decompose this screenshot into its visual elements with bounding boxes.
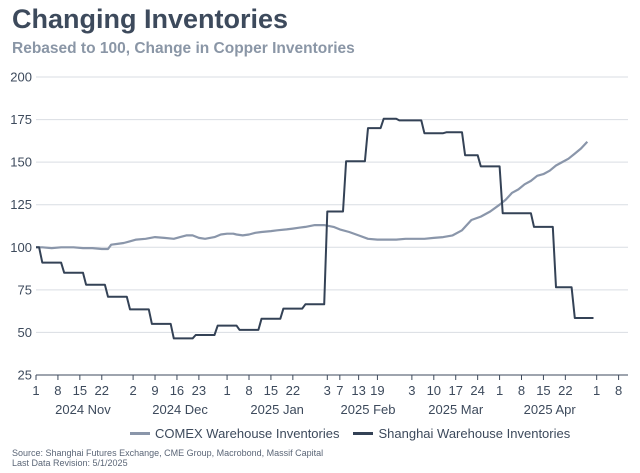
y-tick-label: 50 — [18, 325, 32, 340]
y-tick-label: 175 — [10, 112, 32, 127]
source-text: Source: Shanghai Futures Exchange, CME G… — [12, 448, 324, 458]
y-axis-ticks: 25 50 75 100 125 150 175 200 — [10, 70, 32, 383]
x-tick-label: 3 — [324, 383, 331, 398]
x-tick-label: 1 — [223, 383, 230, 398]
legend-swatch-shanghai — [353, 432, 374, 435]
revision-text: Last Data Revision: 5/1/2025 — [12, 458, 128, 468]
x-axis-months: 2024 Nov 2024 Dec 2025 Jan 2025 Feb 2025 Mar… — [55, 402, 576, 417]
x-tick-label: 13 — [351, 383, 365, 398]
legend-label-comex: COMEX Warehouse Inventories — [155, 426, 340, 441]
source-note: Source: Shanghai Futures Exchange, CME G… — [12, 448, 323, 468]
chart-title: Changing Inventories — [12, 4, 289, 34]
x-month-label: 2025 Apr — [524, 402, 577, 417]
y-tick-label: 200 — [10, 70, 32, 85]
x-tick-label: 3 — [408, 383, 415, 398]
series-lines — [36, 117, 594, 340]
x-tick-label: 17 — [448, 383, 462, 398]
shanghai-series-line — [36, 117, 594, 340]
x-tick-label: 22 — [558, 383, 572, 398]
x-tick-label: 2 — [129, 383, 136, 398]
x-tick-label: 15 — [536, 383, 550, 398]
x-month-label: 2025 Feb — [341, 402, 396, 417]
comex-series-line — [36, 140, 589, 251]
x-tick-label: 15 — [264, 383, 278, 398]
chart-subtitle: Rebased to 100, Change in Copper Invento… — [12, 40, 355, 57]
x-tick-label: 22 — [95, 383, 109, 398]
y-tick-label: 125 — [10, 197, 32, 212]
x-tick-label: 8 — [615, 383, 622, 398]
y-tick-label: 25 — [18, 368, 32, 383]
legend: COMEX Warehouse Inventories Shanghai War… — [130, 426, 584, 441]
x-month-label: 2025 Mar — [428, 402, 484, 417]
x-tick-label: 22 — [286, 383, 300, 398]
x-tick-label: 23 — [192, 383, 206, 398]
x-tick-label: 19 — [370, 383, 384, 398]
x-tick-label: 1 — [32, 383, 39, 398]
y-tick-label: 75 — [18, 282, 32, 297]
x-tick-label: 9 — [151, 383, 158, 398]
x-tick-label: 10 — [427, 383, 441, 398]
x-tick-label: 7 — [336, 383, 343, 398]
y-tick-label: 100 — [10, 240, 32, 255]
x-tick-label: 8 — [54, 383, 61, 398]
x-tick-label: 1 — [593, 383, 600, 398]
y-tick-label: 150 — [10, 155, 32, 170]
x-month-label: 2024 Dec — [152, 402, 208, 417]
legend-item-shanghai: Shanghai Warehouse Inventories — [353, 426, 570, 441]
x-month-label: 2025 Jan — [250, 402, 304, 417]
legend-swatch-comex — [130, 432, 150, 435]
x-tick-label: 16 — [170, 383, 184, 398]
x-tick-label: 8 — [518, 383, 525, 398]
x-tick-label: 15 — [73, 383, 87, 398]
x-axis-ticks: 1 8 15 22 2 9 16 23 1 8 15 22 3 7 13 19 3 10 17 24 1 8 15 22 1 8 — [32, 375, 622, 398]
x-tick-label: 1 — [496, 383, 503, 398]
legend-label-shanghai: Shanghai Warehouse Inventories — [378, 426, 571, 441]
x-tick-label: 24 — [470, 383, 484, 398]
x-tick-label: 8 — [245, 383, 252, 398]
legend-item-comex: COMEX Warehouse Inventories — [130, 426, 339, 441]
x-month-label: 2024 Nov — [55, 402, 111, 417]
